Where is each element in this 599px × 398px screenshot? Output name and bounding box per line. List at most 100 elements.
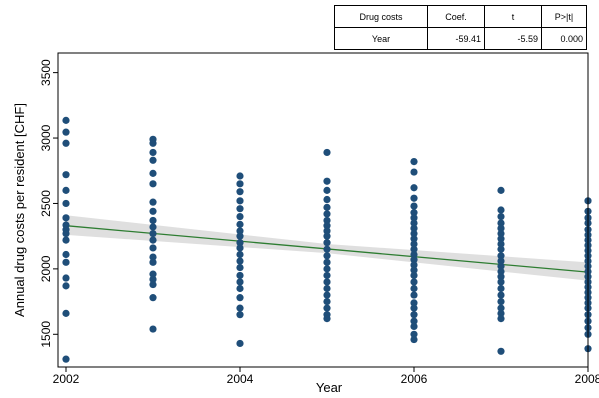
data-point-2006 — [410, 266, 418, 274]
data-point-2002 — [62, 139, 70, 147]
plot-frame — [57, 52, 589, 368]
data-point-2006 — [410, 330, 418, 338]
data-point-2005 — [323, 265, 331, 273]
data-point-2003 — [149, 253, 157, 261]
data-point-2006 — [410, 214, 418, 222]
data-point-2005 — [323, 227, 331, 235]
stats-header-variable: Drug costs — [334, 5, 428, 28]
data-point-2006 — [410, 284, 418, 293]
data-point-2006 — [410, 224, 418, 232]
data-point-2003 — [149, 216, 157, 225]
data-point-2005 — [323, 210, 331, 218]
data-point-2007 — [497, 291, 505, 299]
y-tick-label: 2000 — [39, 255, 53, 282]
y-tick-label: 1500 — [39, 321, 53, 348]
x-axis-title: Year — [316, 380, 343, 395]
data-point-2003 — [149, 148, 157, 157]
data-point-2002 — [62, 128, 70, 136]
data-point-2006 — [410, 202, 418, 210]
stats-header-t: t — [484, 5, 542, 28]
data-point-2005 — [323, 232, 331, 240]
data-point-2007 — [497, 278, 505, 286]
data-point-2004 — [236, 271, 244, 280]
data-point-2007 — [497, 240, 505, 248]
data-point-2007 — [497, 257, 505, 265]
data-point-2003 — [149, 156, 157, 164]
data-point-2004 — [236, 188, 244, 196]
data-point-2006 — [410, 219, 418, 227]
x-tick-label: 2008 — [575, 372, 599, 386]
data-point-2004 — [236, 311, 244, 319]
data-point-2002 — [62, 274, 70, 282]
data-point-2005 — [323, 195, 331, 204]
data-point-2005 — [323, 216, 331, 225]
data-point-2003 — [149, 270, 157, 278]
data-point-2004 — [236, 263, 244, 272]
data-point-2005 — [323, 271, 331, 280]
data-point-2002 — [62, 355, 70, 363]
data-point-2004 — [236, 239, 244, 247]
data-point-2005 — [323, 278, 331, 286]
data-point-2005 — [323, 284, 331, 293]
data-point-2006 — [410, 157, 418, 166]
data-point-2003 — [149, 169, 157, 177]
data-point-2007 — [497, 224, 505, 232]
data-point-2007 — [497, 212, 505, 221]
data-point-2005 — [323, 304, 331, 312]
data-point-2002 — [62, 186, 70, 194]
data-point-2002 — [62, 309, 70, 317]
data-point-2007 — [497, 235, 505, 243]
data-point-2002 — [62, 282, 70, 290]
data-point-2006 — [410, 168, 418, 176]
data-point-2002 — [62, 171, 70, 179]
data-point-2006 — [410, 271, 418, 280]
data-point-2007 — [497, 262, 505, 270]
axes-layer: 1500 2000 2500 3000 3500 2002 2004 2006 2008 — [39, 52, 599, 386]
stats-header-row: Drug costs Coef. t P>|t| — [334, 5, 587, 28]
data-point-2007 — [497, 245, 505, 253]
data-point-2006 — [410, 291, 418, 299]
data-point-2004 — [236, 212, 244, 221]
data-point-2005 — [323, 252, 331, 260]
data-point-2005 — [323, 177, 331, 185]
data-point-2007 — [497, 273, 505, 281]
data-point-2006 — [410, 322, 418, 331]
data-point-2006 — [410, 311, 418, 319]
data-point-2007 — [497, 219, 505, 227]
data-point-2003 — [149, 244, 157, 252]
data-point-2007 — [497, 309, 505, 317]
data-point-2007 — [497, 267, 505, 276]
x-tick-label: 2002 — [53, 372, 80, 386]
y-axis-title: Annual drug costs per resident [CHF] — [12, 103, 27, 317]
data-point-2007 — [497, 347, 505, 355]
stats-row-coef: -59.41 — [427, 27, 485, 50]
data-point-2004 — [236, 227, 244, 235]
data-point-2006 — [410, 256, 418, 264]
x-tick-label: 2006 — [401, 372, 428, 386]
data-point-2004 — [236, 284, 244, 293]
data-point-2006 — [410, 209, 418, 217]
data-point-2002 — [62, 199, 70, 208]
data-point-2005 — [323, 222, 331, 230]
data-point-2007 — [497, 206, 505, 214]
x-tick-label: 2004 — [227, 372, 254, 386]
stats-row-variable: Year — [334, 27, 428, 50]
stats-row-p: 0.000 — [560, 33, 583, 44]
data-point-2007 — [497, 314, 505, 323]
data-point-2006 — [410, 304, 418, 312]
data-point-2002 — [62, 258, 70, 266]
data-point-2005 — [323, 297, 331, 306]
data-point-2004 — [236, 205, 244, 213]
stats-data-row: Year -59.41 -5.59 0.000 — [334, 27, 587, 50]
data-point-2003 — [149, 275, 157, 283]
data-point-2005 — [323, 148, 331, 157]
data-point-2004 — [236, 250, 244, 259]
data-point-2004 — [236, 232, 244, 240]
data-point-2005 — [323, 245, 331, 253]
data-point-2005 — [323, 258, 331, 266]
data-point-2006 — [410, 299, 418, 307]
data-point-2003 — [149, 180, 157, 188]
data-point-2003 — [149, 280, 157, 289]
data-point-2006 — [410, 278, 418, 286]
data-point-2004 — [236, 304, 244, 312]
